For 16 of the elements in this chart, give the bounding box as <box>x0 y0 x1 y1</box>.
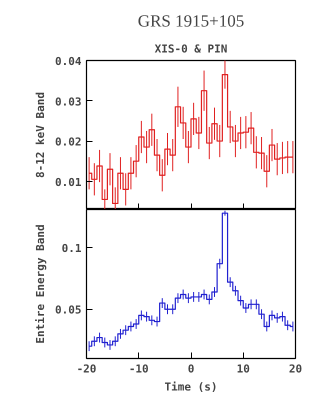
x-tick-label: 0 <box>188 362 194 376</box>
y-tick-label: 0.01 <box>55 176 82 189</box>
x-tick-label: 20 <box>288 362 302 376</box>
y-tick-label: 0.05 <box>55 304 82 317</box>
y-tick-label: 0.04 <box>55 55 82 68</box>
x-tick-label: -20 <box>76 362 96 376</box>
x-tick-label: 10 <box>236 362 250 376</box>
y-axis-title: 8-12 keV Band <box>34 92 48 178</box>
y-tick-label: 0.03 <box>55 95 82 108</box>
chart-title: GRS 1915+105 <box>138 12 244 30</box>
y-tick-label: 0.02 <box>55 136 82 149</box>
chart-subtitle: XIS-0 & PIN <box>154 42 228 56</box>
y-tick-label: 0.1 <box>62 242 82 256</box>
y-axis-title: Entire Energy Band <box>34 224 48 344</box>
x-tick-label: -10 <box>128 362 149 376</box>
x-axis-title: Time (s) <box>164 380 218 394</box>
